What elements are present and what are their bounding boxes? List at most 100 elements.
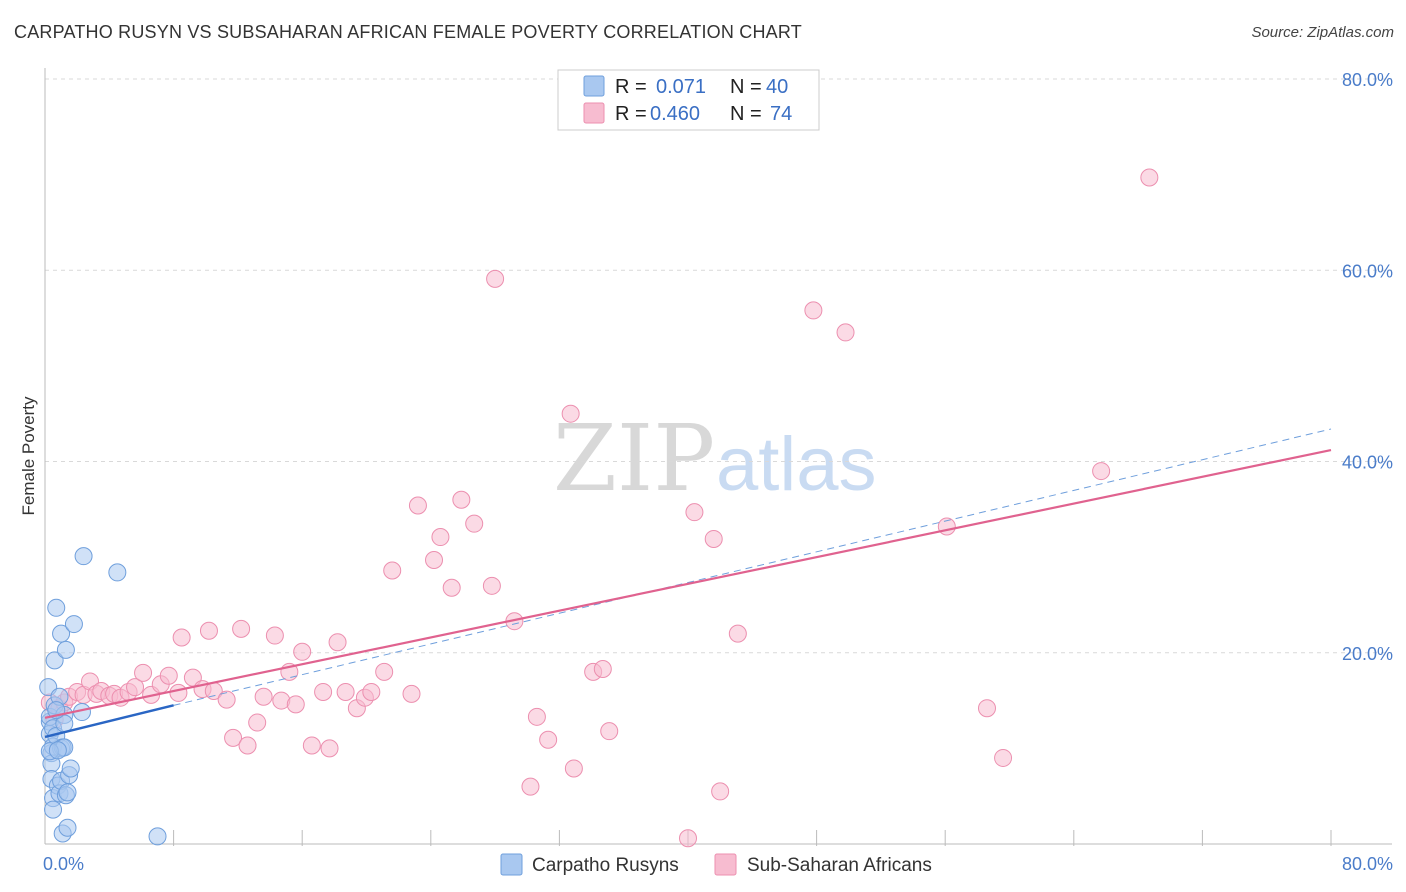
- data-point-sub-saharan: [224, 728, 243, 747]
- grid: [45, 78, 1392, 654]
- data-point-sub-saharan: [362, 682, 381, 701]
- data-point-sub-saharan: [527, 707, 546, 726]
- data-point-sub-saharan: [314, 682, 333, 701]
- series-legend-swatch-sub-saharan: [714, 853, 737, 876]
- data-point-carpatho-rusyn: [64, 615, 83, 634]
- data-point-carpatho-rusyn: [48, 741, 67, 760]
- data-point-sub-saharan: [199, 621, 218, 640]
- data-point-sub-saharan: [169, 683, 188, 702]
- series-legend-label-carpatho-rusyn: Carpatho Rusyns: [532, 855, 679, 876]
- data-point-sub-saharan: [238, 736, 257, 755]
- data-point-sub-saharan: [486, 269, 505, 288]
- trend-line-carpatho-rusyn-extended: [173, 428, 1332, 706]
- data-point-sub-saharan: [217, 690, 236, 709]
- data-point-sub-saharan: [126, 678, 145, 697]
- data-point-sub-saharan: [408, 496, 427, 515]
- data-point-sub-saharan: [1092, 462, 1111, 481]
- series-legend-label-sub-saharan: Sub-Saharan Africans: [747, 855, 932, 876]
- data-point-sub-saharan: [564, 759, 583, 778]
- trend-line-carpatho-rusyn: [44, 704, 174, 739]
- x-tick-label: 80.0%: [1342, 854, 1393, 874]
- data-point-sub-saharan: [452, 490, 471, 509]
- trend-line-sub-saharan: [44, 448, 1332, 719]
- data-point-sub-saharan: [286, 695, 305, 714]
- data-point-carpatho-rusyn: [74, 547, 93, 566]
- data-point-sub-saharan: [482, 576, 501, 595]
- axes: 20.0% 40.0% 60.0% 80.0% 0.0% 80.0%: [43, 68, 1393, 874]
- data-point-sub-saharan: [561, 404, 580, 423]
- data-point-sub-saharan: [442, 578, 461, 597]
- data-point-carpatho-rusyn: [44, 800, 63, 819]
- data-point-sub-saharan: [293, 642, 312, 661]
- data-point-sub-saharan: [320, 739, 339, 758]
- series-legend: Carpatho Rusyns Sub-Saharan Africans: [500, 853, 932, 876]
- data-point-sub-saharan: [134, 663, 153, 682]
- legend-n-label: N =: [730, 76, 762, 98]
- data-point-sub-saharan: [679, 829, 697, 848]
- y-tick-label: 20.0%: [1342, 644, 1393, 664]
- data-point-carpatho-rusyn: [45, 651, 64, 670]
- watermark: ZIP atlas: [553, 405, 877, 512]
- data-point-carpatho-rusyn: [58, 818, 77, 837]
- y-tick-label: 60.0%: [1342, 261, 1393, 281]
- data-point-carpatho-rusyn: [58, 783, 77, 802]
- legend-r-label: R =: [615, 103, 647, 125]
- data-point-sub-saharan: [804, 301, 823, 320]
- x-tick-label: 0.0%: [43, 854, 84, 874]
- data-point-sub-saharan: [711, 782, 730, 801]
- legend-swatch-sub-saharan: [583, 102, 605, 124]
- data-point-sub-saharan: [265, 626, 284, 645]
- data-point-sub-saharan: [248, 713, 267, 732]
- data-point-sub-saharan: [383, 561, 402, 580]
- data-point-sub-saharan: [1140, 168, 1159, 187]
- data-point-sub-saharan: [302, 736, 321, 755]
- legend-n-label: N =: [730, 103, 762, 125]
- sub-saharan-points: [40, 168, 1159, 848]
- y-axis-label: Female Poverty: [19, 396, 38, 516]
- data-point-carpatho-rusyn: [108, 563, 127, 582]
- data-point-carpatho-rusyn: [56, 640, 75, 659]
- page-title: CARPATHO RUSYN VS SUBSAHARAN AFRICAN FEM…: [14, 22, 802, 42]
- data-point-carpatho-rusyn: [52, 624, 71, 643]
- data-point-sub-saharan: [159, 666, 178, 685]
- data-point-sub-saharan: [425, 550, 444, 569]
- y-tick-label: 40.0%: [1342, 453, 1393, 473]
- data-point-carpatho-rusyn: [148, 827, 167, 846]
- data-point-sub-saharan: [685, 503, 704, 522]
- source-credit: Source: ZipAtlas.com: [1251, 24, 1394, 41]
- legend-r-label: R =: [615, 76, 647, 98]
- legend-r-value: 0.071: [656, 76, 706, 98]
- data-point-sub-saharan: [728, 624, 747, 643]
- legend-swatch-carpatho-rusyn: [583, 75, 605, 97]
- data-point-sub-saharan: [232, 619, 251, 638]
- data-point-sub-saharan: [539, 730, 558, 749]
- data-point-carpatho-rusyn: [61, 759, 80, 778]
- data-point-sub-saharan: [431, 528, 450, 547]
- watermark-zip: ZIP: [553, 405, 715, 512]
- data-point-sub-saharan: [977, 699, 996, 718]
- data-point-sub-saharan: [600, 722, 619, 741]
- stats-legend: R = 0.071 N = 40 R = 0.460 N = 74: [557, 69, 820, 131]
- data-point-sub-saharan: [836, 323, 855, 342]
- data-point-sub-saharan: [593, 660, 612, 679]
- data-point-sub-saharan: [994, 748, 1013, 767]
- series-legend-swatch-carpatho-rusyn: [500, 853, 523, 876]
- data-point-carpatho-rusyn: [47, 598, 66, 617]
- data-point-sub-saharan: [521, 777, 540, 796]
- data-point-sub-saharan: [375, 662, 394, 681]
- data-point-sub-saharan: [704, 529, 723, 548]
- data-point-sub-saharan: [465, 514, 484, 533]
- data-point-sub-saharan: [254, 687, 273, 706]
- data-point-sub-saharan: [402, 684, 421, 703]
- carpatho-rusyn-points: [39, 547, 167, 846]
- legend-n-value: 74: [770, 103, 792, 125]
- trend-lines: [44, 428, 1332, 739]
- legend-n-value: 40: [766, 76, 788, 98]
- data-point-sub-saharan: [336, 682, 355, 701]
- data-point-sub-saharan: [328, 633, 347, 652]
- watermark-atlas: atlas: [716, 422, 877, 507]
- y-tick-label: 80.0%: [1342, 70, 1393, 90]
- legend-r-value: 0.460: [650, 103, 700, 125]
- data-point-sub-saharan: [172, 628, 191, 647]
